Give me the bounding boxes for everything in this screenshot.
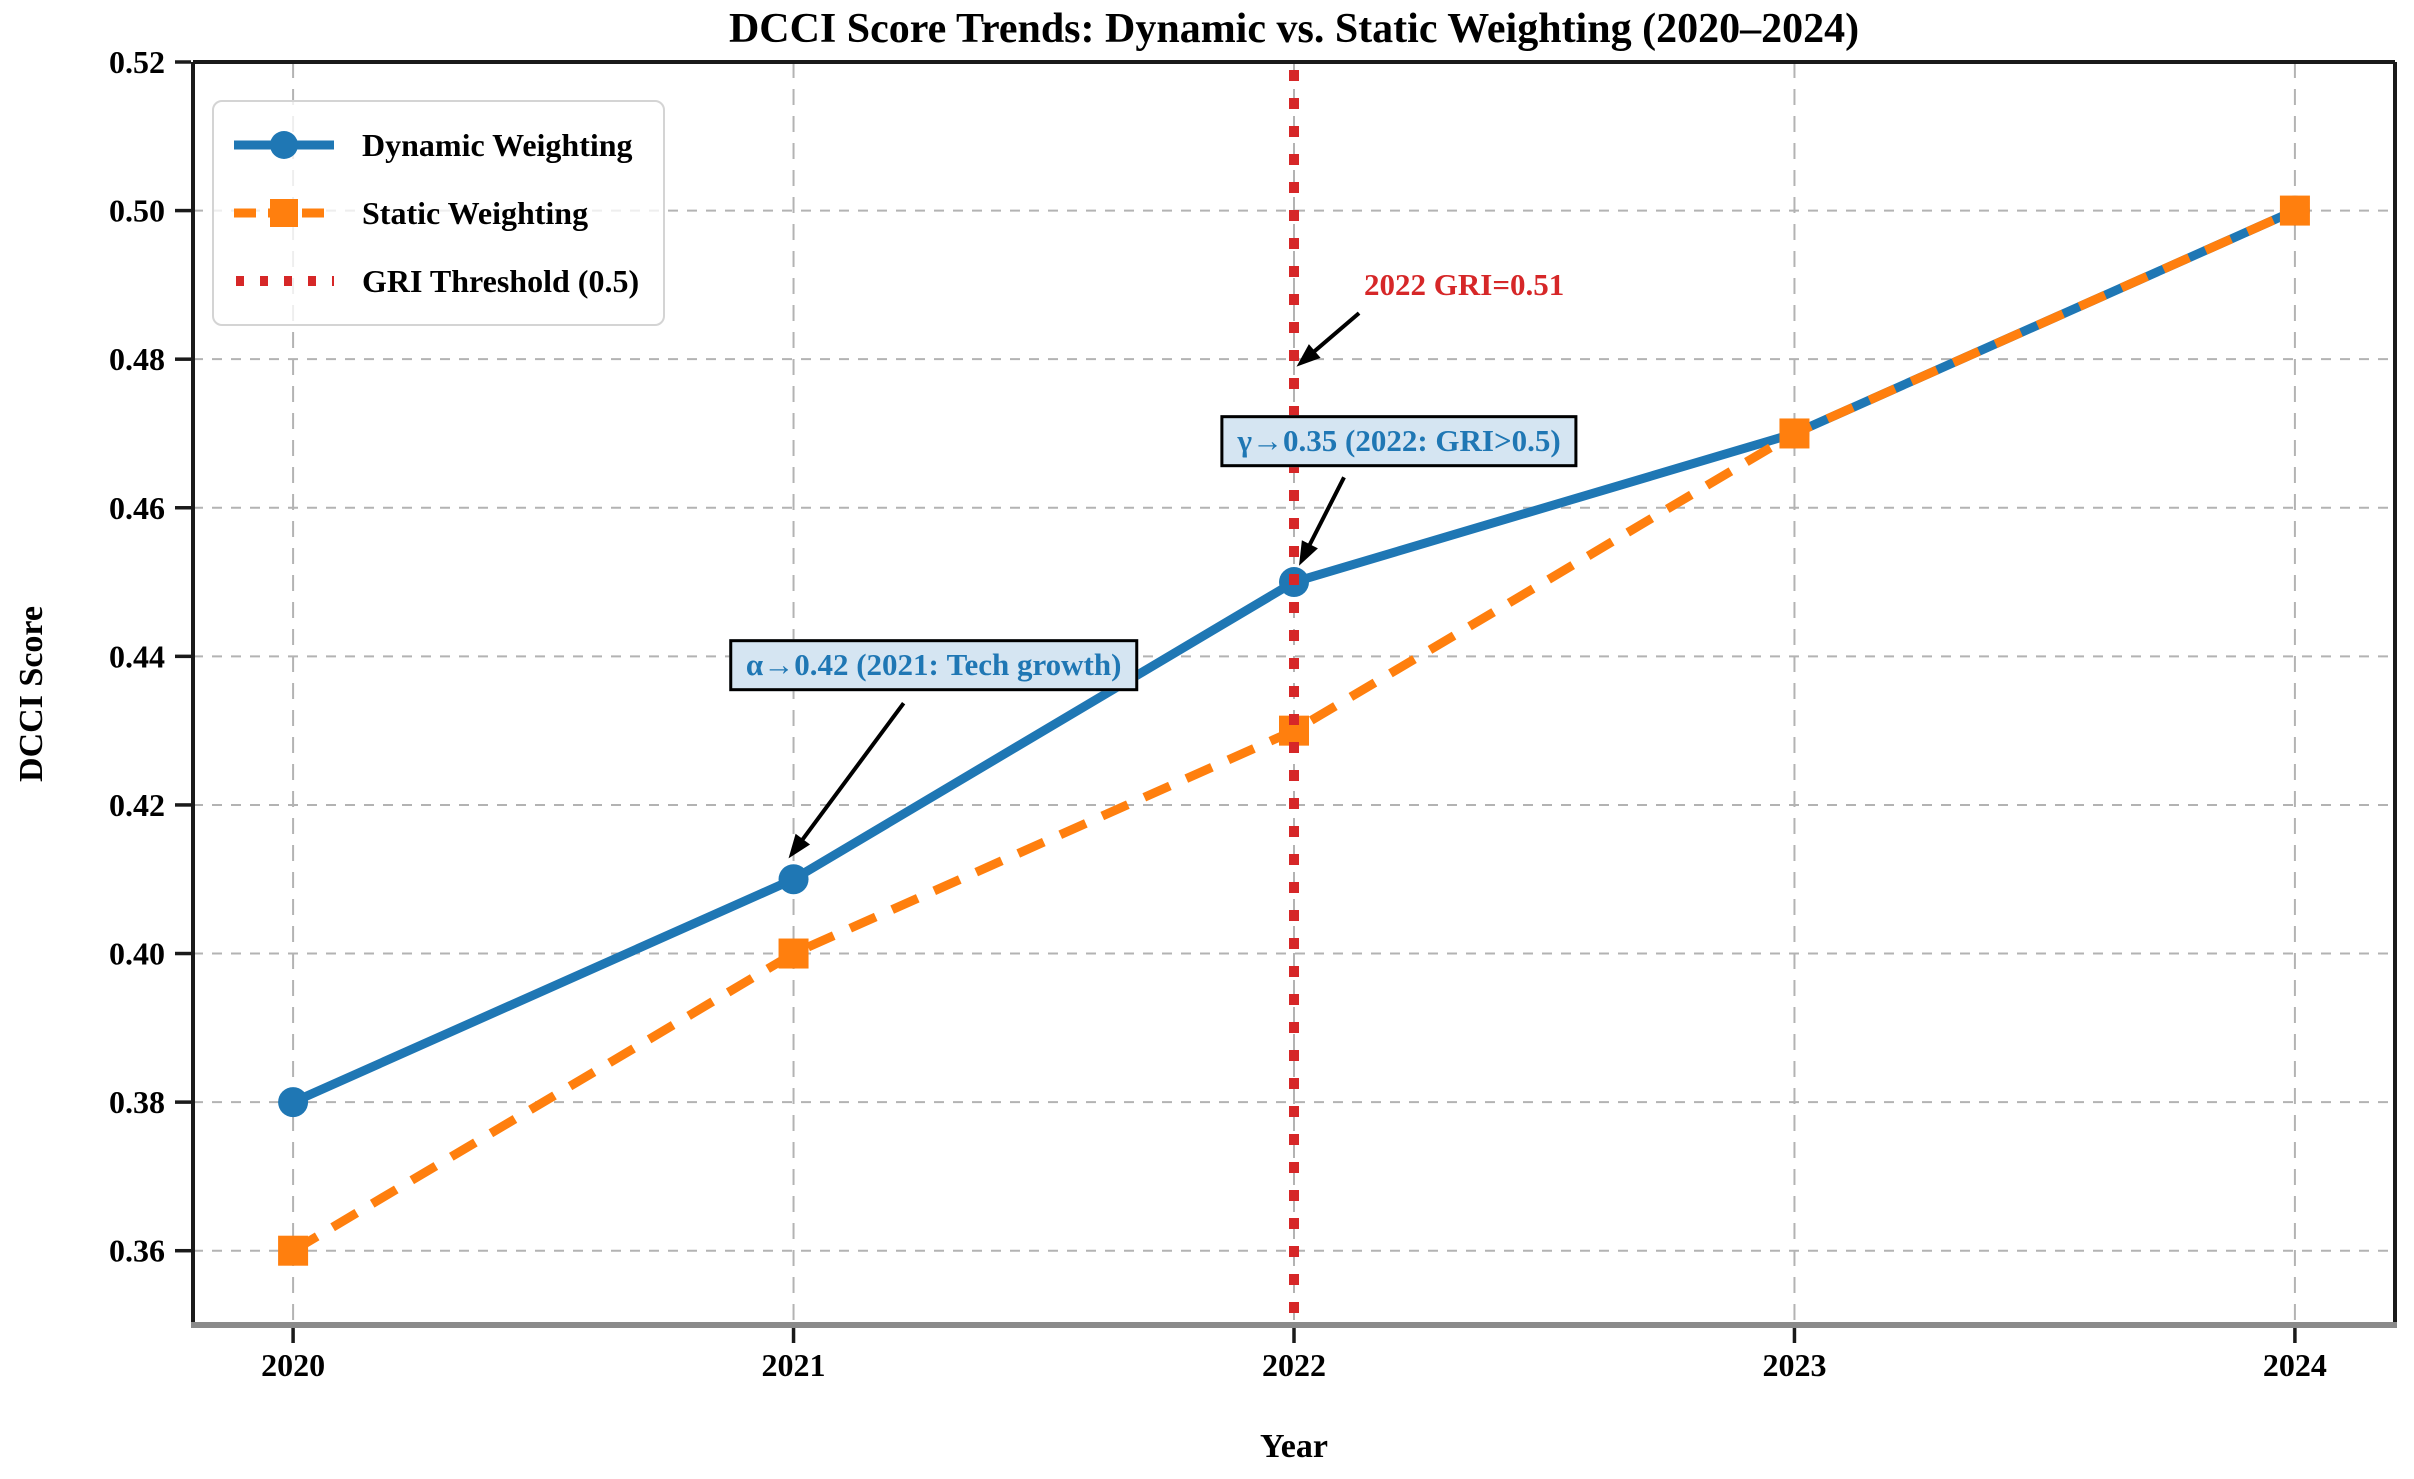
y-tick-label: 0.38 [109, 1084, 165, 1120]
x-tick-label: 2024 [2263, 1347, 2327, 1383]
y-tick-label: 0.42 [109, 787, 165, 823]
legend-item-threshold: GRI Threshold (0.5) [230, 252, 639, 310]
y-tick-label: 0.44 [109, 638, 165, 674]
legend-item-static: Static Weighting [230, 184, 639, 242]
static-marker [778, 938, 809, 969]
annotation-alpha-box: α→0.42 (2021: Tech growth) [728, 639, 1139, 692]
legend-label-static: Static Weighting [362, 194, 589, 231]
annotation-arrow [1307, 311, 1361, 358]
legend-label-dynamic: Dynamic Weighting [362, 126, 633, 163]
y-tick-label: 0.52 [109, 44, 165, 80]
x-tick-label: 2022 [1262, 1347, 1326, 1383]
dynamic-marker [278, 1087, 309, 1118]
legend: Dynamic Weighting Static Weighting GRI T… [212, 100, 666, 326]
annotation-arrowhead [1299, 540, 1318, 566]
annotation-arrow [796, 701, 906, 847]
static-marker [278, 1235, 309, 1266]
static-marker [2279, 195, 2310, 226]
dynamic-marker [778, 864, 809, 895]
y-tick-label: 0.50 [109, 193, 165, 229]
y-tick-label: 0.46 [109, 490, 165, 526]
annotation-gri-label: 2022 GRI=0.51 [1364, 267, 1565, 303]
threshold-line-sample-icon [236, 276, 334, 286]
static-marker [1779, 418, 1810, 449]
y-tick-label: 0.36 [109, 1233, 165, 1269]
annotation-arrowhead [1296, 344, 1321, 367]
y-tick-label: 0.40 [109, 936, 165, 972]
chart-title: DCCI Score Trends: Dynamic vs. Static We… [728, 6, 1860, 52]
x-tick-label: 2021 [762, 1347, 826, 1383]
y-tick-label: 0.48 [109, 341, 165, 377]
x-axis-label: Year [1260, 1428, 1328, 1465]
dynamic-line-sample-icon [234, 131, 334, 159]
annotation-arrowhead [788, 833, 811, 859]
x-tick-label: 2020 [261, 1347, 325, 1383]
x-tick-label: 2023 [1762, 1347, 1826, 1383]
legend-label-threshold: GRI Threshold (0.5) [362, 262, 640, 299]
annotation-arrow [1304, 476, 1346, 552]
annotation-gamma-box: γ→0.35 (2022: GRI>0.5) [1220, 415, 1578, 467]
legend-item-dynamic: Dynamic Weighting [230, 116, 639, 174]
static-line-sample-icon [234, 199, 334, 227]
